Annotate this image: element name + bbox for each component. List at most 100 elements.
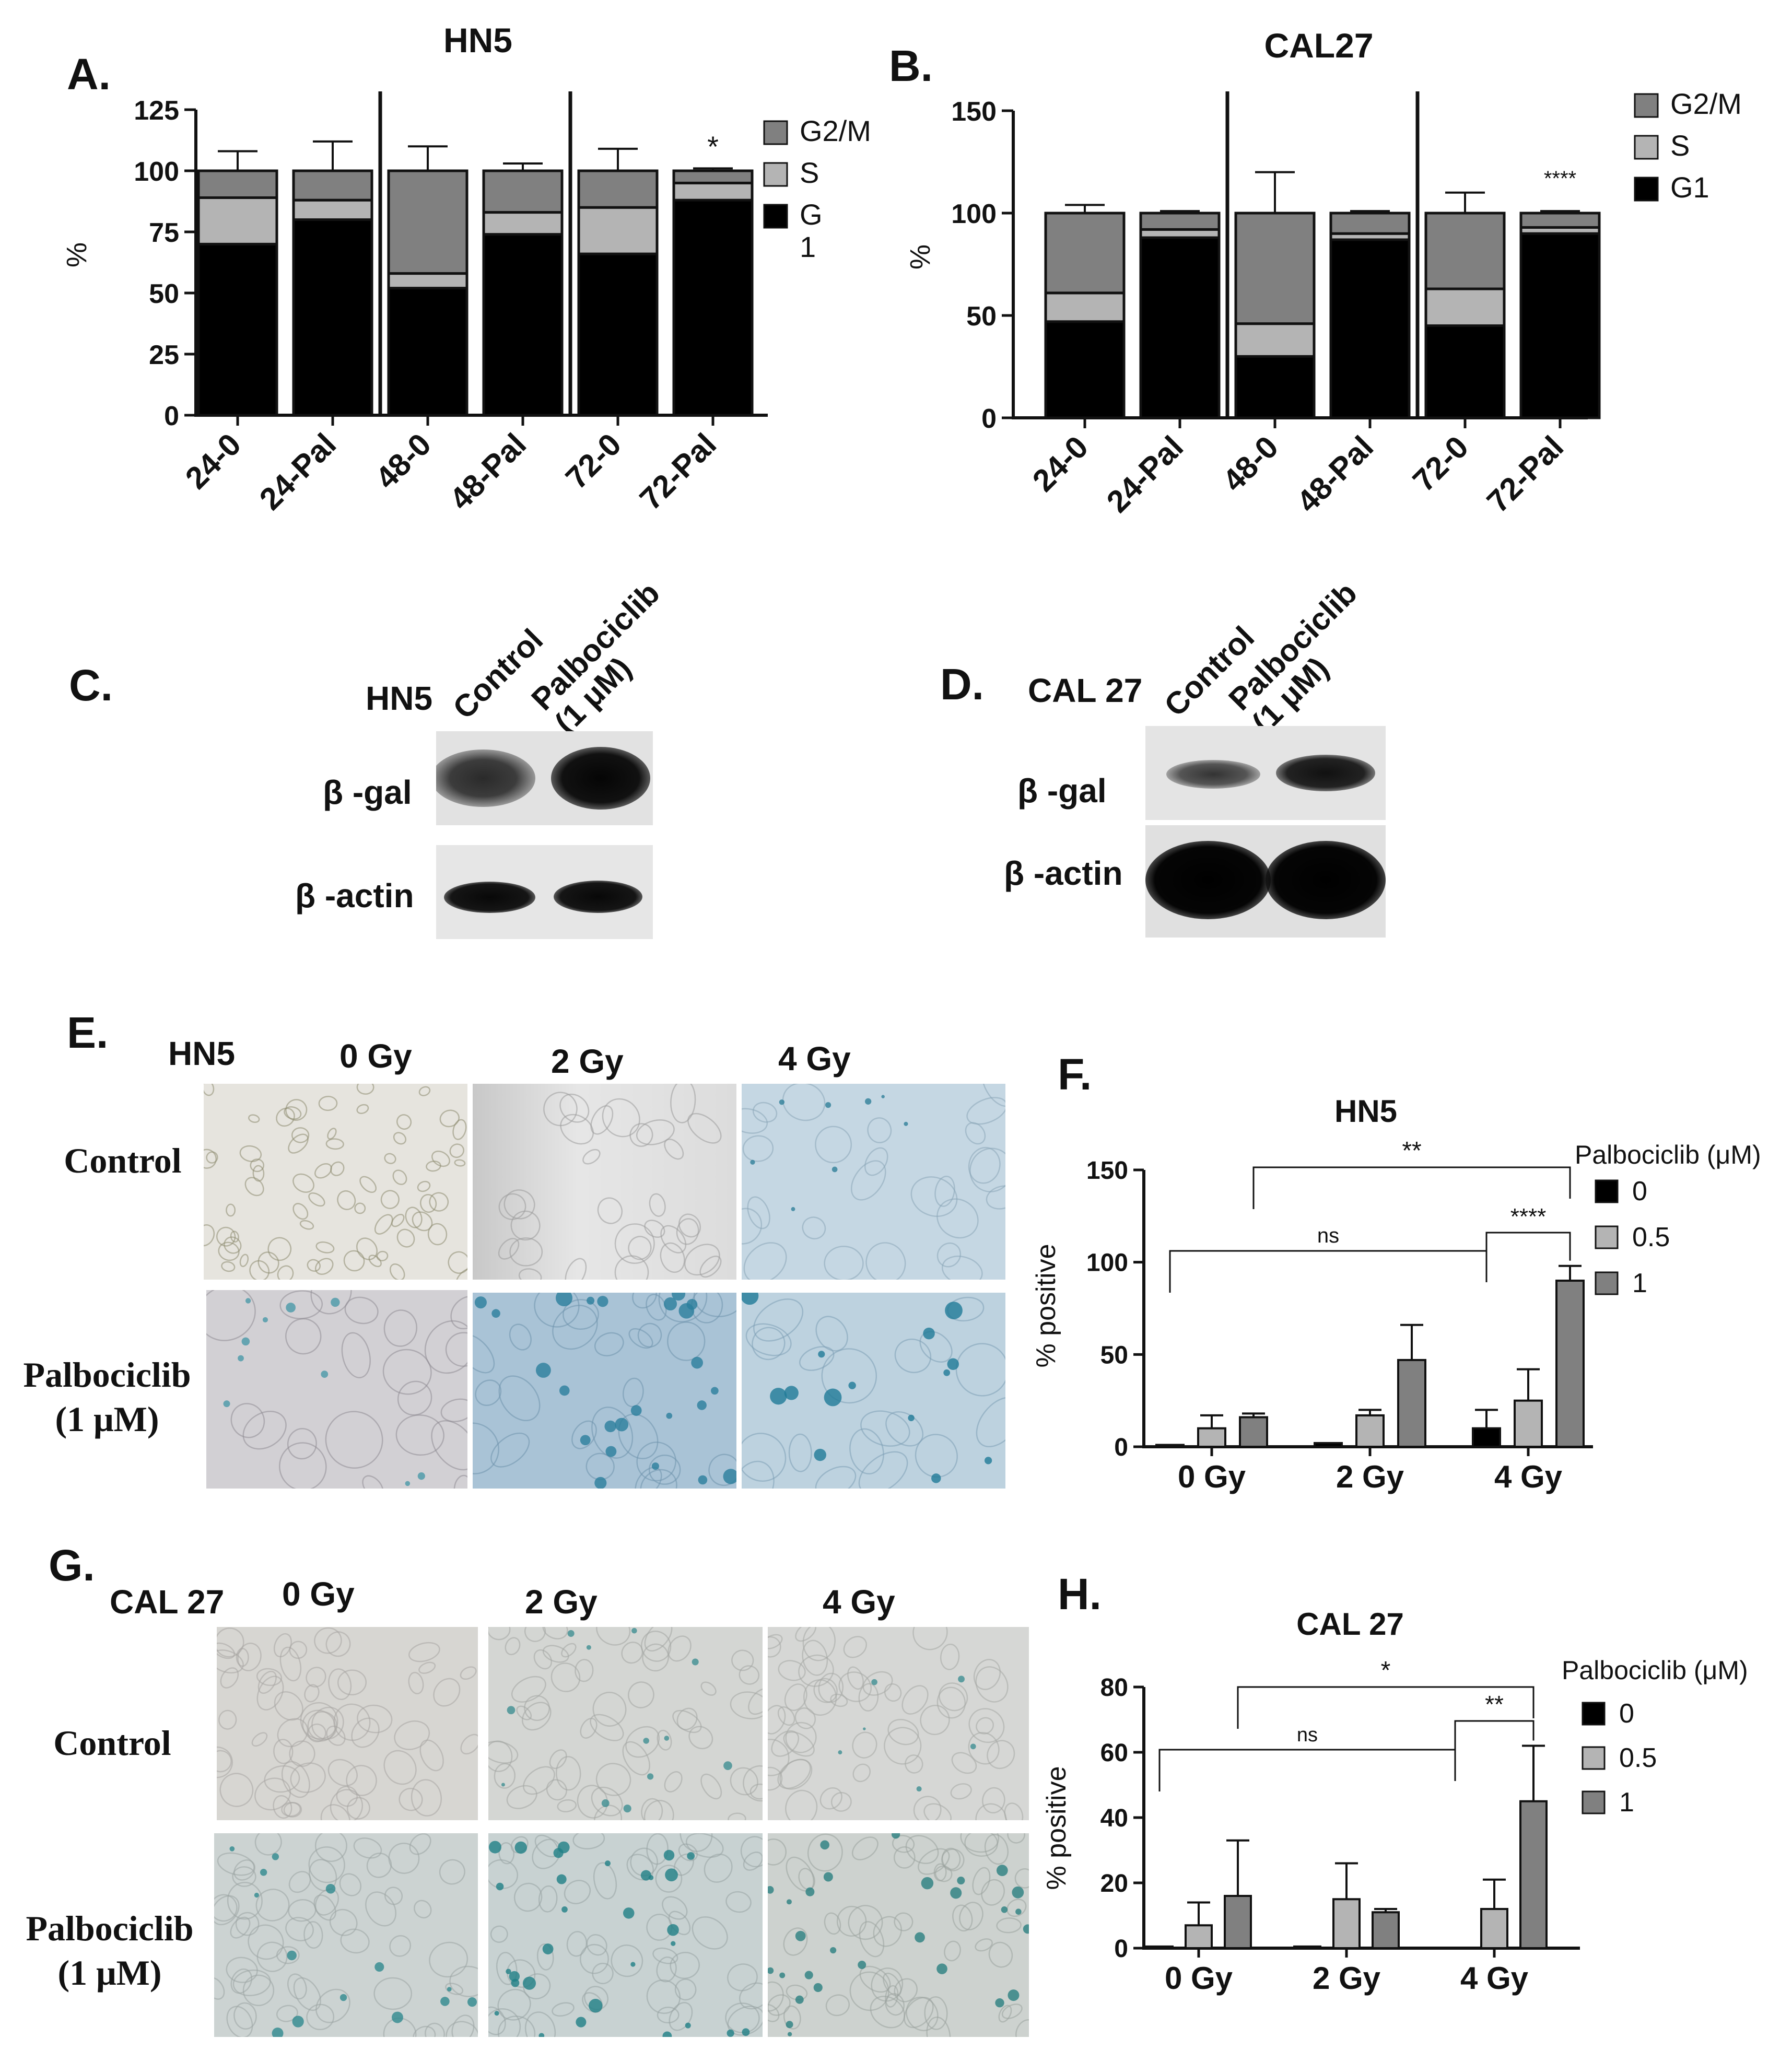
stain-spot [630,1962,636,1967]
stain-spot [904,1121,908,1126]
cell-outline [940,1643,960,1670]
cell-outline [593,1862,617,1900]
stain-spot [814,1448,826,1461]
cell-outline [242,1974,275,2006]
cell-outline [783,1731,815,1757]
cell-outline [652,1947,678,1964]
cell-outline [591,1407,634,1459]
band [554,881,642,913]
stain-spot [467,1997,477,2007]
cell-outline [575,1659,594,1682]
cell-outline [742,1460,775,1489]
stain-spot [664,1736,670,1741]
x-tick-label: 72-0 [1406,429,1475,498]
blot-c-lane-palbociclib: Palbociclib (1 μM) [524,575,666,741]
cell-outline [964,1833,999,1857]
band [1166,760,1260,789]
cell-outline [590,1714,624,1741]
cell-outline [743,1242,787,1280]
cell-outline [824,1912,841,1935]
bar-segment-g1 [1424,324,1506,419]
cell-outline [329,1908,358,1936]
significance-mark: * [707,130,719,163]
cell-outline [819,1787,842,1810]
cell-outline [905,1835,939,1864]
band [1145,841,1271,919]
cell-outline [920,1705,950,1736]
cell-outline [725,1891,752,1913]
cell-outline [905,1754,923,1774]
cell-outline [346,1797,370,1820]
cell-outline [632,1293,657,1309]
stain-spot [567,1630,575,1637]
cell-outline [217,1852,255,1876]
cell-outline [852,1763,871,1783]
stain-spot [535,1363,551,1378]
cell-outline [934,1865,953,1882]
micrograph-g-control-0gy [217,1627,478,1820]
cell-outline [777,1706,795,1726]
cell-outline [850,1160,886,1201]
cell-outline [533,1649,553,1670]
stain-spot [795,1995,804,2004]
cell-outline [892,1835,915,1853]
cell-outline [847,1666,864,1690]
cell-outline [591,1786,623,1817]
cell-outline [768,2004,780,2022]
cell-outline [384,1887,403,1905]
cell-outline [420,1194,437,1213]
stain-spot [795,1930,806,1941]
significance-label: ** [1402,1137,1421,1165]
cell-outline [688,1726,713,1750]
cell-outline [534,1293,580,1328]
micro-e-cell-line: HN5 [168,1035,236,1072]
x-tick-label: 2 Gy [1336,1459,1404,1494]
cell-outline [873,1916,902,1947]
cell-outline [672,1709,702,1733]
stain-spot [804,1971,813,1979]
cell-outline [523,1766,555,1795]
micrograph-texture [214,1833,478,2037]
stain-spot [848,1381,856,1389]
stain-spot [601,1799,610,1807]
cell-outline [356,1084,374,1095]
x-tick-label: 2 Gy [1313,1961,1381,1996]
cell-outline [455,1268,467,1280]
stain-spot [923,1327,935,1340]
x-tick-label: 4 Gy [1460,1961,1529,1996]
stain-spot [768,1885,774,1894]
y-tick-label: 100 [134,157,179,187]
bar-segment-g1 [197,242,278,417]
chart-h-grouped-bar: CAL 27 % positive 0 20 40 60 80 0 Gy 2 Gy 4 Gy ns *… [1041,1607,1748,1996]
cell-outline [488,1859,519,1889]
cell-outline [742,1208,763,1245]
y-tick-label: 0 [981,404,997,434]
panel-label-d: D. [940,660,984,709]
micrograph-e-control-4gy [742,1084,1005,1280]
stain-spot [587,1296,595,1305]
cell-outline [836,1905,867,1937]
bar-1 [1239,1416,1268,1448]
bar-segment-g1 [577,252,659,417]
cell-outline [451,2014,475,2037]
stain-spot [522,1976,536,1990]
cell-outline [325,1411,383,1469]
cell-outline [538,1885,558,1913]
cell-outline [475,1379,502,1406]
y-tick-label: 20 [1100,1870,1128,1897]
cell-outline [303,1921,323,1949]
stain-spot [272,1853,279,1860]
cell-outline [636,1119,675,1145]
x-tick-label: 0 Gy [1178,1459,1246,1494]
stain-spot [791,1207,795,1211]
cell-outline [708,1454,736,1486]
cell-outline [745,1323,792,1356]
cell-outline [230,1916,251,1939]
stain-spot [665,1868,678,1882]
x-tick-label: 4 Gy [1494,1459,1563,1494]
cell-outline [785,1789,818,1820]
cell-outline [687,1112,722,1144]
stain-spot [474,1296,487,1309]
micro-e-dose-0: 0 Gy [339,1037,412,1075]
micro-e-row-palbociclib: Palbociclib (1 μM) [23,1355,191,1439]
